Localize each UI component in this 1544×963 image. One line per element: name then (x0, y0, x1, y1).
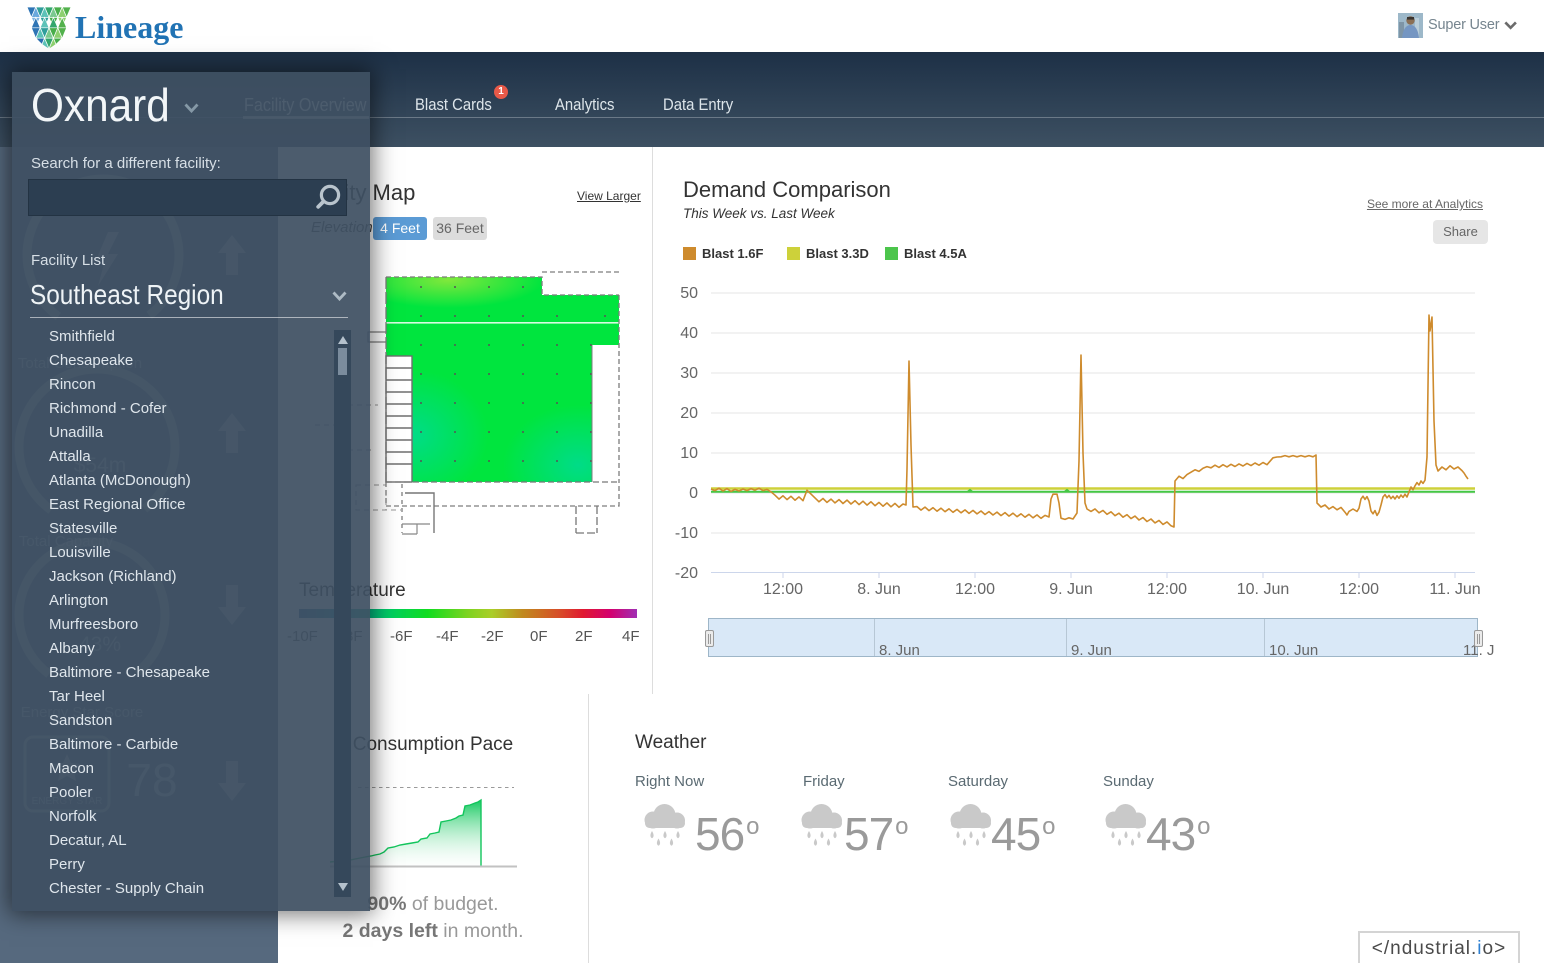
svg-text:40: 40 (680, 325, 698, 342)
svg-text:20: 20 (680, 405, 698, 422)
svg-text:12:00: 12:00 (763, 581, 803, 598)
svg-text:50: 50 (680, 285, 698, 302)
svg-text:30: 30 (680, 365, 698, 382)
svg-text:12:00: 12:00 (1339, 581, 1379, 598)
svg-text:10. Jun: 10. Jun (1237, 581, 1289, 598)
svg-text:8. Jun: 8. Jun (857, 581, 901, 598)
svg-text:12:00: 12:00 (1147, 581, 1187, 598)
svg-text:-10: -10 (675, 525, 698, 542)
svg-text:0: 0 (689, 485, 698, 502)
svg-text:10: 10 (680, 445, 698, 462)
svg-text:9. Jun: 9. Jun (1049, 581, 1093, 598)
svg-text:-20: -20 (675, 565, 698, 582)
svg-text:12:00: 12:00 (955, 581, 995, 598)
svg-text:11. Jun: 11. Jun (1429, 581, 1480, 598)
